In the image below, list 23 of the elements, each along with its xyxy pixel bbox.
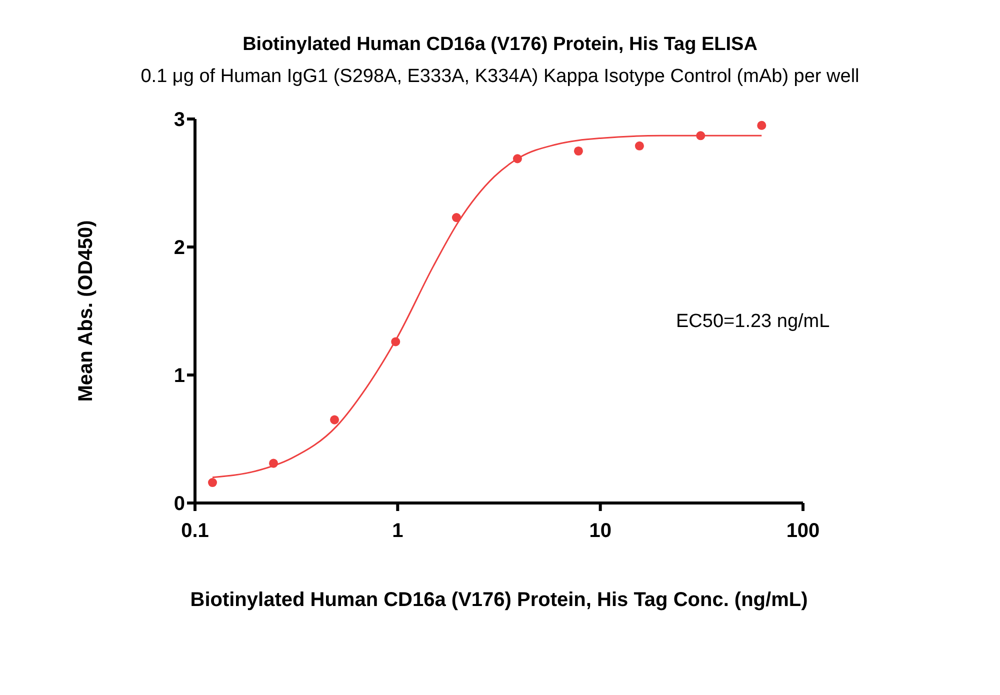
x-tick-label: 100 (786, 520, 820, 542)
x-tick-label: 0.1 (181, 520, 209, 542)
y-axis-title: Mean Abs. (OD450) (75, 220, 98, 402)
annotation: EC50=1.23 ng/mL (676, 311, 830, 333)
x-axis-title: Biotinylated Human CD16a (V176) Protein, His Tag Conc. (ng/mL) (190, 589, 808, 611)
point (757, 120, 766, 130)
point (634, 141, 644, 150)
point (574, 146, 583, 156)
point (512, 154, 522, 164)
chart-subtitle: 0.1 μg of Human IgG1 (S298A, E333A, K334A) Kappa Isotype Control (mAb) per well (140, 66, 860, 88)
y-tick-label: 3 (174, 109, 185, 132)
point (268, 458, 278, 468)
y-tick-label: 0 (174, 493, 185, 516)
point (208, 478, 218, 488)
y-tick-label: 1 (174, 365, 185, 388)
x-tick-label: 10 (589, 520, 612, 542)
point (391, 337, 400, 346)
chart-title: Biotinylated Human CD16a (V176) Protein, His Tag ELISA (242, 34, 758, 56)
point (452, 213, 461, 222)
point (696, 131, 706, 140)
y-tick-label: 2 (174, 237, 185, 260)
x-tick-label: 1 (392, 520, 404, 542)
point (330, 415, 340, 424)
